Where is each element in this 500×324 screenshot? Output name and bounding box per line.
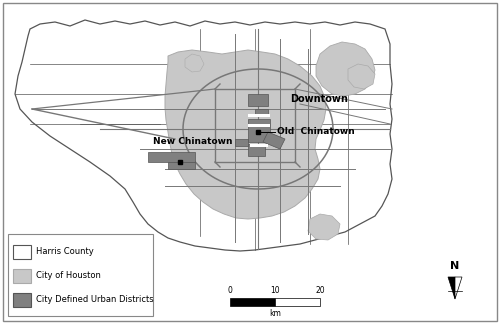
Polygon shape [455,277,462,299]
FancyBboxPatch shape [275,298,320,306]
Polygon shape [15,20,392,251]
Text: City Defined Urban Districts: City Defined Urban Districts [36,295,154,305]
Text: New Chinatown: New Chinatown [153,137,232,146]
Text: 0: 0 [228,286,232,295]
Polygon shape [168,162,195,169]
Polygon shape [248,119,270,142]
Text: 10: 10 [270,286,280,295]
Text: City of Houston: City of Houston [36,272,101,281]
FancyBboxPatch shape [13,293,31,307]
FancyBboxPatch shape [230,298,275,306]
Polygon shape [235,139,248,146]
FancyBboxPatch shape [13,269,31,283]
Polygon shape [250,144,268,147]
Polygon shape [263,132,285,149]
FancyBboxPatch shape [13,245,31,259]
Polygon shape [148,152,195,162]
Text: Harris County: Harris County [36,248,94,257]
Text: km: km [269,309,281,318]
Polygon shape [248,94,268,106]
Polygon shape [165,50,326,219]
Polygon shape [185,54,204,72]
Text: 20: 20 [315,286,325,295]
FancyBboxPatch shape [8,234,153,316]
Polygon shape [308,214,340,240]
Polygon shape [248,144,265,156]
Text: Downtown: Downtown [290,94,348,104]
Polygon shape [248,124,270,127]
Polygon shape [316,42,375,96]
Text: Old  Chinatown: Old Chinatown [277,128,355,136]
Polygon shape [348,64,375,89]
Text: N: N [450,261,460,271]
Polygon shape [448,277,455,299]
Polygon shape [255,109,268,116]
Polygon shape [248,114,270,117]
